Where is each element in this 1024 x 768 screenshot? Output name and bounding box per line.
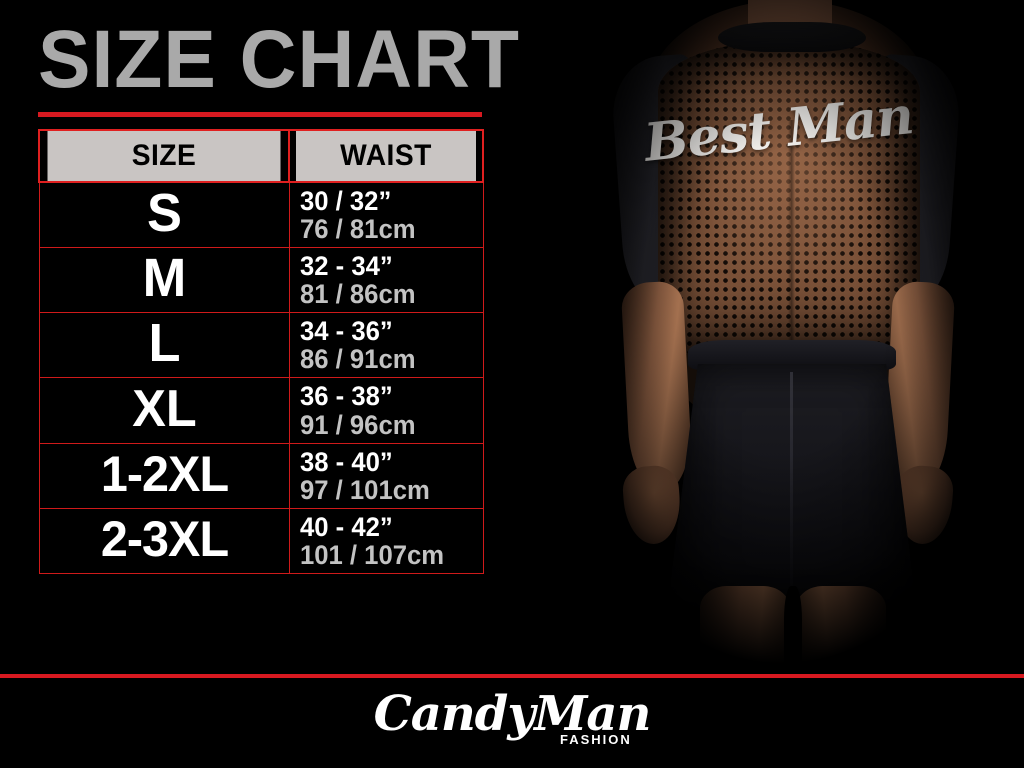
waist-values: 38 - 40” 97 / 101cm	[290, 444, 483, 508]
table-header: SIZE WAIST	[39, 129, 483, 183]
size-cell: XL	[38, 377, 290, 444]
waist-values: 40 - 42” 101 / 107cm	[290, 509, 483, 573]
size-cell: L	[38, 312, 290, 379]
model-hand-left	[621, 464, 683, 546]
title-underline-rule	[38, 112, 482, 117]
model-thigh-left	[700, 586, 790, 675]
waist-centimeters: 86 / 91cm	[299, 344, 416, 375]
size-cell: 2-3XL	[38, 507, 290, 574]
model-arm-left	[620, 280, 694, 494]
column-header-size: SIZE	[45, 129, 283, 183]
table-row: 2-3XL 40 - 42” 101 / 107cm	[38, 507, 484, 574]
waist-inches: 34 - 36”	[299, 316, 393, 347]
waist-cell: 38 - 40” 97 / 101cm	[288, 442, 484, 509]
waist-inches: 32 - 34”	[299, 251, 393, 282]
model-thigh-right	[796, 586, 886, 675]
table-body: S 30 / 32” 76 / 81cm M 32 - 34” 81 / 86c	[38, 181, 484, 574]
waist-cell: 36 - 38” 91 / 96cm	[288, 377, 484, 444]
model-product-photo: Best Man	[540, 0, 1024, 675]
waist-centimeters: 76 / 81cm	[299, 214, 416, 245]
size-label: 1-2XL	[100, 445, 228, 502]
footer-divider-rule	[0, 674, 1024, 678]
size-label: 2-3XL	[100, 510, 228, 567]
size-label: M	[142, 248, 186, 309]
waist-inches: 38 - 40”	[299, 446, 393, 477]
table-row: XL 36 - 38” 91 / 96cm	[38, 377, 484, 444]
waist-values: 30 / 32” 76 / 81cm	[290, 183, 483, 247]
waist-inches: 40 - 42”	[299, 511, 393, 542]
size-cell: M	[38, 247, 290, 314]
size-chart-panel: SIZE CHART SIZE WAIST S 30 / 32” 76 / 81…	[0, 0, 540, 675]
table-header-row: SIZE WAIST	[39, 129, 483, 183]
waist-centimeters: 97 / 101cm	[299, 474, 430, 505]
brand-tagline: FASHION	[560, 732, 632, 747]
waist-centimeters: 91 / 96cm	[299, 409, 416, 440]
table-row: S 30 / 32” 76 / 81cm	[38, 181, 484, 249]
brand-name: CandyMan	[373, 686, 652, 742]
size-label: S	[146, 183, 182, 244]
waist-inches: 36 - 38”	[299, 381, 393, 412]
garment-collar	[718, 22, 866, 52]
waist-cell: 40 - 42” 101 / 107cm	[288, 507, 484, 574]
size-cell: 1-2XL	[38, 442, 290, 509]
waist-values: 36 - 38” 91 / 96cm	[290, 378, 483, 442]
size-label: L	[147, 313, 181, 374]
table-row: M 32 - 34” 81 / 86cm	[38, 247, 484, 314]
waist-centimeters: 101 / 107cm	[299, 539, 444, 570]
size-label: XL	[131, 379, 197, 438]
waist-centimeters: 81 / 86cm	[299, 279, 416, 310]
waist-inches: 30 / 32”	[299, 186, 391, 216]
garment-skirt-seam	[790, 372, 793, 610]
page-title: SIZE CHART	[38, 14, 520, 105]
size-cell: S	[38, 181, 290, 249]
model-thigh-gap	[784, 586, 802, 675]
waist-values: 32 - 34” 81 / 86cm	[290, 248, 483, 312]
brand-logo: CandyMan FASHION	[0, 678, 1024, 768]
waist-values: 34 - 36” 86 / 91cm	[290, 313, 483, 377]
waist-cell: 34 - 36” 86 / 91cm	[288, 312, 484, 379]
table-row: L 34 - 36” 86 / 91cm	[38, 312, 484, 379]
waist-cell: 32 - 34” 81 / 86cm	[288, 247, 484, 314]
size-chart-table: SIZE WAIST S 30 / 32” 76 / 81cm M	[38, 129, 484, 574]
footer: CandyMan FASHION	[0, 678, 1024, 768]
table-row: 1-2XL 38 - 40” 97 / 101cm	[38, 442, 484, 509]
waist-cell: 30 / 32” 76 / 81cm	[288, 181, 484, 249]
column-header-waist: WAIST	[293, 129, 479, 183]
